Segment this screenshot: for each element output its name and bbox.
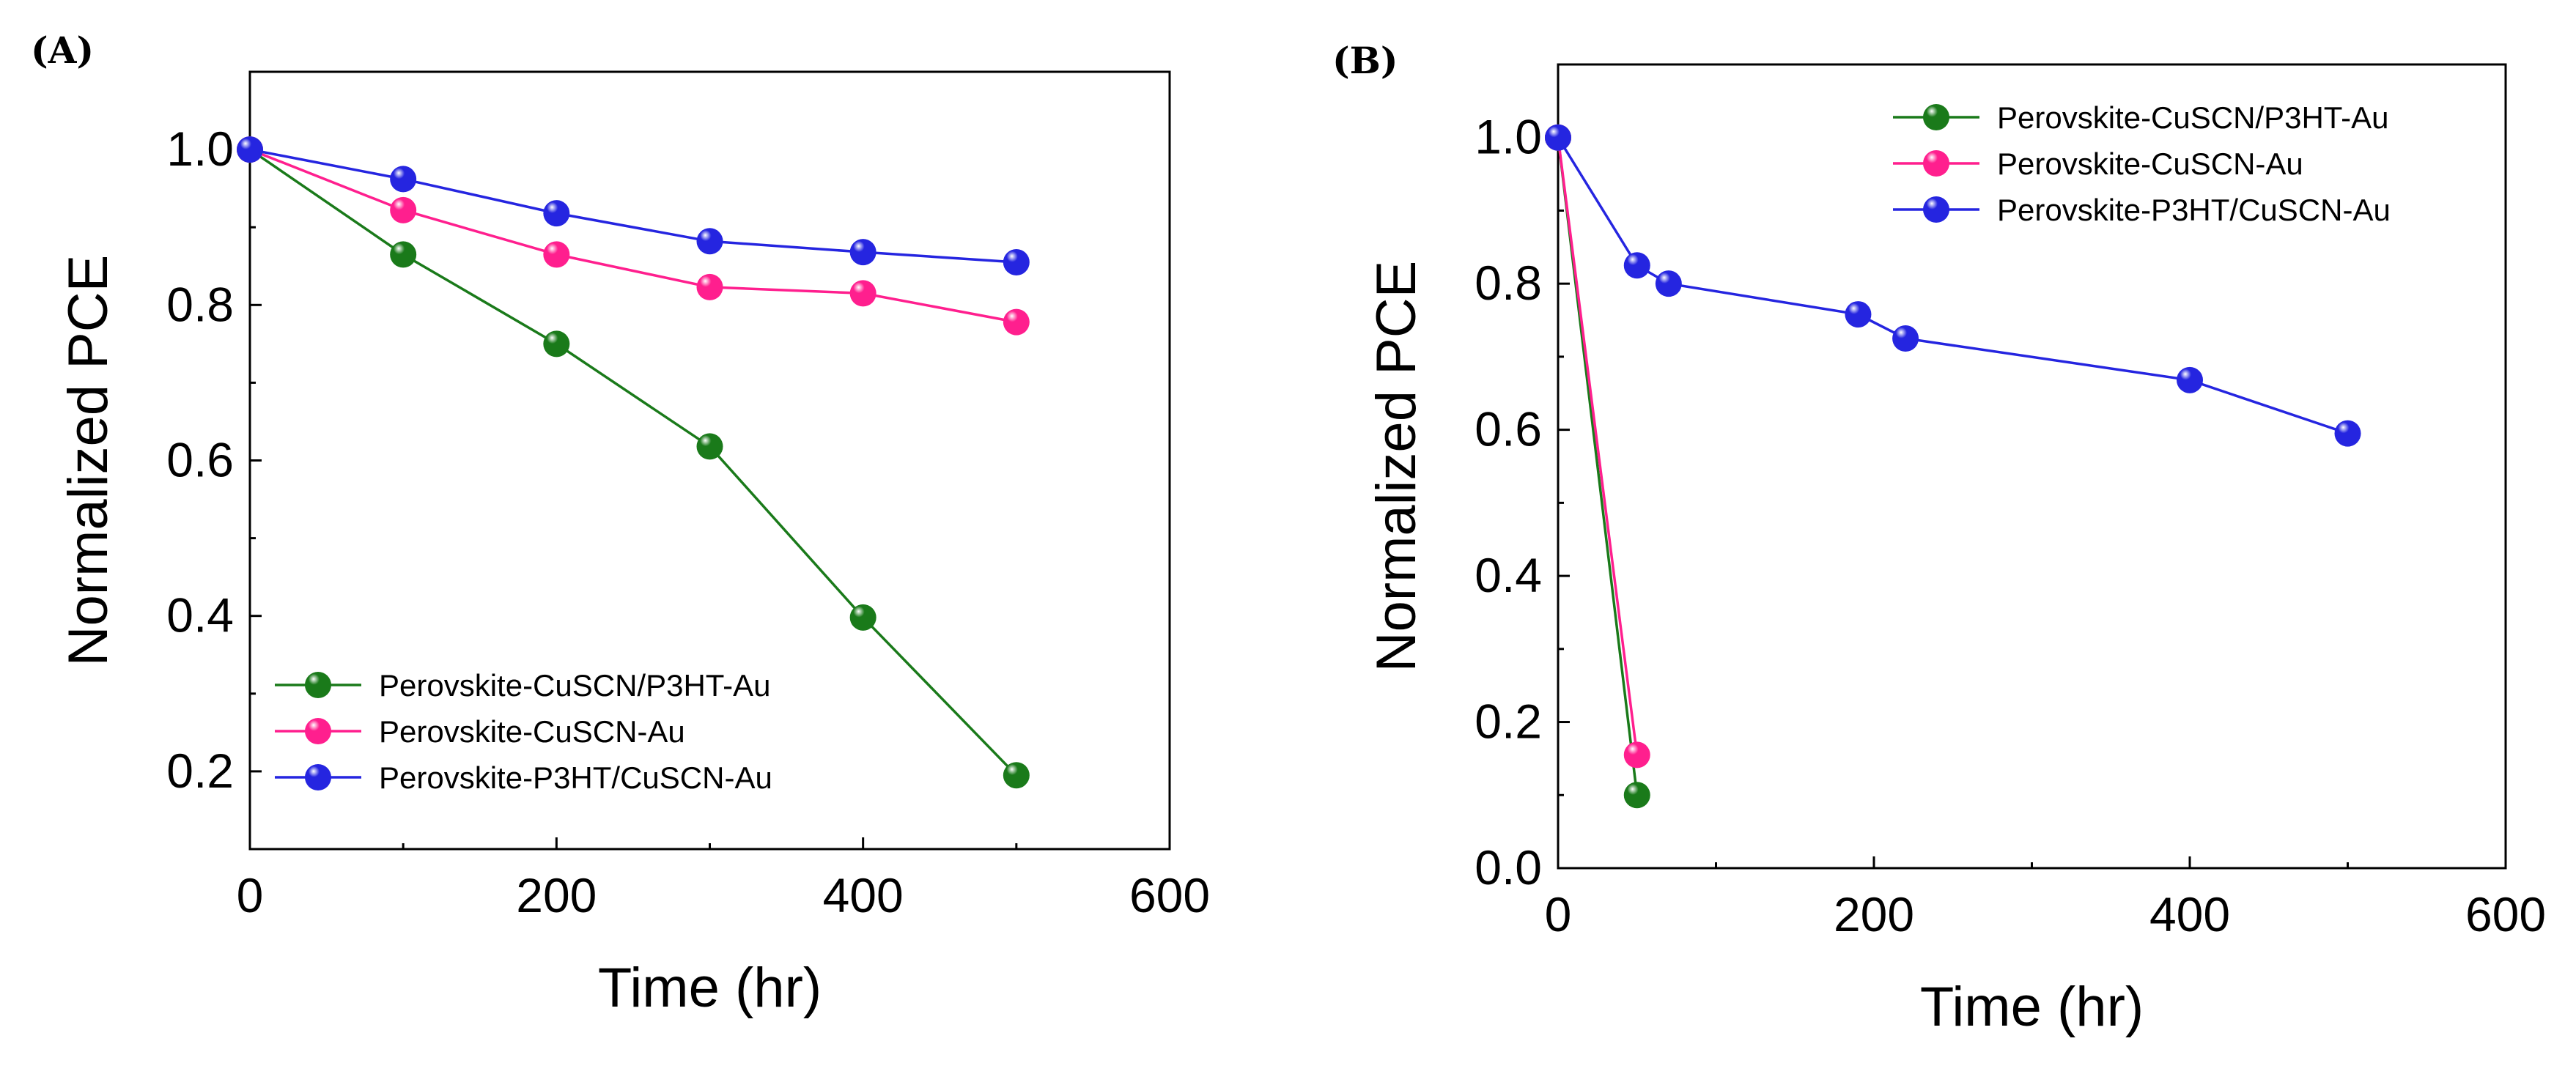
x-axis-title: Time (hr) [1920,976,2144,1038]
data-point-perovskite-cuscn-au [849,280,876,307]
series-line-perovskite-p3ht-cuscn-au [249,148,1016,264]
data-point-perovskite-p3ht-cuscn-au [849,239,876,266]
data-point-perovskite-p3ht-cuscn-au [1845,301,1872,328]
series-line-perovskite-cuscn-au [249,148,1017,324]
data-point-perovskite-cuscn-au [543,241,570,268]
legend: Perovskite-CuSCN/P3HT-Au Perovskite-CuSCN… [275,668,772,795]
y-tick-label: 0.6 [166,433,234,487]
data-point-perovskite-p3ht-cuscn-au [543,200,570,227]
x-tick-label: 400 [823,868,904,922]
legend-entry-perovskite-cuscn-p3ht-au: Perovskite-CuSCN/P3HT-Au [379,668,771,703]
legend: Perovskite-CuSCN/P3HT-Au Perovskite-CuSCN… [1893,100,2391,227]
legend-marker [1923,150,1949,177]
plot-frame [1557,63,2507,870]
data-point-perovskite-p3ht-cuscn-au [1655,270,1682,297]
data-point-perovskite-p3ht-cuscn-au [2177,366,2203,393]
data-point-perovskite-p3ht-cuscn-au [1545,124,1571,151]
legend-marker [1923,104,1949,130]
x-tick-label: 200 [1834,887,1914,941]
legend-entry-perovskite-cuscn-au: Perovskite-CuSCN-Au [379,714,685,749]
data-point-perovskite-cuscn-au [390,196,417,223]
data-point-perovskite-cuscn-au [1003,308,1030,336]
x-tick-label: 600 [2465,887,2546,941]
y-tick-label: 0.4 [1475,548,1542,602]
x-tick-label: 0 [237,868,264,922]
y-tick-label: 0.8 [1475,256,1542,310]
legend-marker [305,764,331,790]
y-tick-label: 1.0 [1475,110,1542,164]
legend-marker [305,718,331,744]
y-tick-label: 0.2 [1475,695,1542,749]
data-point-perovskite-p3ht-cuscn-au [1623,252,1650,279]
x-tick-label: 400 [2149,887,2230,941]
y-tick-label: 0.2 [166,744,234,798]
y-tick-label: 0.0 [1475,840,1542,895]
data-point-perovskite-p3ht-cuscn-au [2334,420,2361,447]
series-line-perovskite-cuscn-au [1557,137,1639,755]
y-axis-title: Normalized PCE [57,255,119,667]
panel-label: (B) [1332,39,1398,82]
y-axis-title: Normalized PCE [1365,261,1428,673]
y-tick-label: 0.8 [166,277,234,331]
x-tick-label: 0 [1545,887,1572,941]
data-point-perovskite-cuscn-p3ht-au [1623,782,1650,809]
data-point-perovskite-cuscn-au [696,273,723,300]
panel-b: (B) 0 200 400 600 0.0 0.2 0.4 0.6 0.8 1.0 Time (hr)… [1332,39,2546,1038]
data-point-perovskite-p3ht-cuscn-au [237,136,263,163]
legend-entry-perovskite-cuscn-au: Perovskite-CuSCN-Au [1997,147,2303,181]
data-point-perovskite-cuscn-au [1623,741,1650,769]
legend-entry-perovskite-p3ht-cuscn-au: Perovskite-P3HT/CuSCN-Au [1997,193,2391,227]
x-tick-label: 600 [1129,868,1210,922]
data-point-perovskite-p3ht-cuscn-au [696,228,723,255]
data-point-perovskite-cuscn-p3ht-au [1003,762,1030,789]
data-point-perovskite-cuscn-p3ht-au [849,604,876,631]
panel-label: (A) [31,29,94,72]
y-tick-label: 0.6 [1475,402,1542,456]
legend-marker [1923,196,1949,223]
legend-entry-perovskite-cuscn-p3ht-au: Perovskite-CuSCN/P3HT-Au [1997,100,2389,135]
x-axis-title: Time (hr) [598,957,822,1019]
data-point-perovskite-cuscn-p3ht-au [390,241,417,268]
panel-a: (A) 0 200 400 600 0.2 0.4 0.6 0.8 1.0 Time (hr) Nor… [31,29,1210,1019]
data-point-perovskite-cuscn-p3ht-au [696,433,723,460]
data-point-perovskite-p3ht-cuscn-au [1892,325,1919,352]
data-point-perovskite-p3ht-cuscn-au [390,166,417,193]
legend-entry-perovskite-p3ht-cuscn-au: Perovskite-P3HT/CuSCN-Au [379,760,772,795]
y-tick-label: 0.4 [166,588,234,642]
x-tick-label: 200 [516,868,597,922]
legend-marker [305,672,331,698]
series-line-perovskite-cuscn-p3ht-au [249,148,1018,777]
data-point-perovskite-p3ht-cuscn-au [1003,248,1030,275]
data-point-perovskite-cuscn-p3ht-au [543,330,570,358]
y-tick-label: 1.0 [166,122,234,176]
